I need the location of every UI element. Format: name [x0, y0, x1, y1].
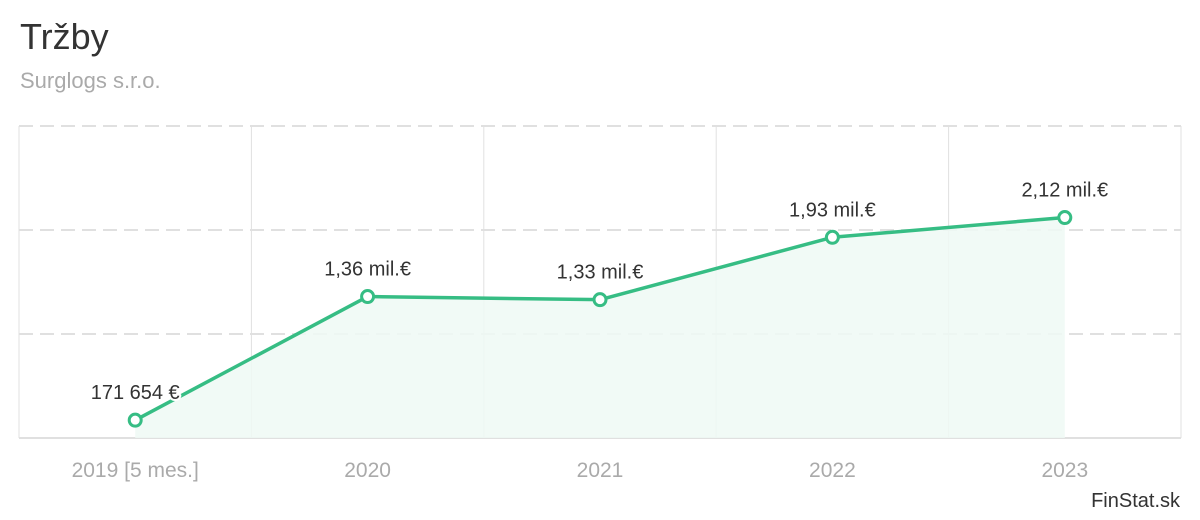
data-point [824, 229, 840, 245]
chart-title: Tržby [20, 16, 109, 57]
chart-subtitle: Surglogs s.r.o. [20, 68, 161, 93]
x-tick-label: 2021 [577, 459, 624, 482]
data-label: 1,93 mil.€ [789, 199, 876, 221]
data-point [1057, 210, 1073, 226]
data-point [127, 412, 143, 428]
x-tick-label: 2023 [1041, 459, 1088, 482]
area-fill [135, 217, 1065, 438]
x-tick-label: 2019 [5 mes.] [72, 459, 199, 482]
data-point [360, 289, 376, 305]
finstat-credit-link[interactable]: FinStat.sk [1091, 490, 1180, 512]
data-label: 1,36 mil.€ [324, 259, 411, 281]
data-point [592, 292, 608, 308]
data-label: 171 654 € [91, 382, 180, 404]
data-label: 2,12 mil.€ [1021, 180, 1108, 202]
data-label: 1,33 mil.€ [557, 262, 644, 284]
x-tick-label: 2022 [809, 459, 856, 482]
x-tick-label: 2020 [344, 459, 391, 482]
